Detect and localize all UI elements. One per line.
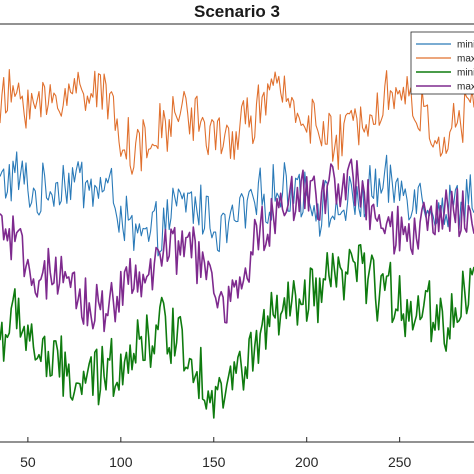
x-tick-label: 100 [109, 454, 133, 470]
axes [0, 23, 474, 443]
series-line-3 [0, 244, 474, 419]
legend: mini max mini max [410, 31, 474, 95]
series-line-1 [0, 151, 474, 257]
legend-label-1: mini [457, 40, 474, 51]
legend-label-3: mini [457, 68, 474, 79]
x-ticks: 50 100 150 200 250 [20, 437, 412, 470]
x-tick-label: 150 [202, 454, 226, 470]
series-line-4 [0, 158, 474, 333]
plot-area [0, 69, 474, 419]
series-line-2 [0, 69, 474, 175]
chart-title: Scenario 3 [194, 2, 280, 21]
legend-box [410, 31, 474, 95]
x-tick-label: 50 [20, 454, 36, 470]
x-tick-label: 200 [295, 454, 319, 470]
legend-label-2: max [457, 54, 474, 65]
legend-label-4: max [457, 82, 474, 93]
x-tick-label: 250 [388, 454, 412, 470]
